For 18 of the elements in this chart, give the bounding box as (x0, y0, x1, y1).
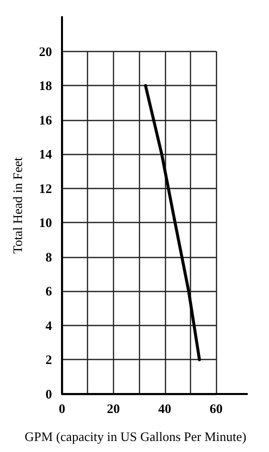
x-tick-label: 60 (210, 401, 223, 416)
x-tick-label: 20 (106, 401, 120, 416)
y-tick-label: 8 (46, 249, 52, 264)
y-tick-label: 0 (46, 386, 52, 402)
y-tick-label: 20 (39, 44, 52, 59)
y-tick-label: 12 (39, 180, 52, 196)
x-tick-label: 40 (158, 401, 172, 416)
line-series (144, 84, 201, 362)
y-tick-label: 14 (39, 146, 52, 162)
y-tick-label: 16 (39, 112, 52, 128)
y-tick-label: 10 (39, 215, 52, 230)
y-tick-label: 6 (46, 284, 52, 299)
y-tick-label: 4 (46, 318, 52, 333)
y-tick-label: 18 (39, 78, 52, 94)
y-tick-label: 2 (46, 352, 52, 368)
x-axis-title: GPM (capacity in US Gallons Per Minute) (24, 429, 246, 444)
y-axis-title: Total Head in Feet (10, 157, 25, 254)
x-tick-label: 0 (58, 401, 66, 416)
